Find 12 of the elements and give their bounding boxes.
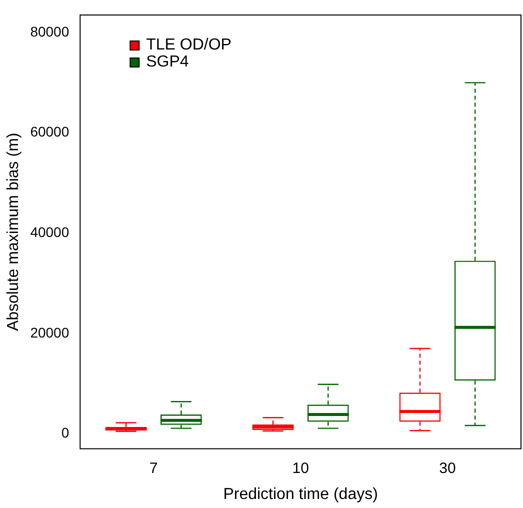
- y-tick-label: 60000: [30, 124, 70, 140]
- x-tick-label: 30: [439, 460, 456, 477]
- y-tick-label: 40000: [30, 224, 70, 240]
- y-axis-title: Absolute maximum bias (m): [5, 132, 22, 332]
- x-tick-label: 7: [149, 460, 158, 477]
- x-tick-label: 10: [292, 460, 309, 477]
- legend-label: SGP4: [146, 53, 189, 70]
- y-tick-label: 0: [61, 424, 70, 441]
- legend-label: TLE OD/OP: [146, 36, 232, 54]
- y-tick-label: 20000: [30, 324, 70, 340]
- x-axis-title: Prediction time (days): [223, 486, 378, 503]
- y-tick-label: 80000: [30, 23, 70, 40]
